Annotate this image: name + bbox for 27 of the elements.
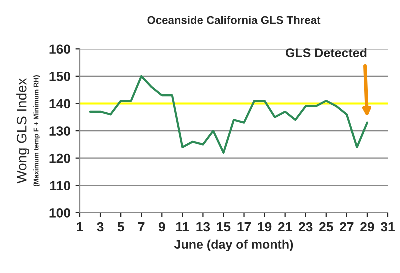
x-tick-label: 9: [158, 222, 166, 232]
x-tick-label: 19: [258, 222, 272, 232]
y-tick-label: 160: [50, 44, 70, 54]
x-tick-label: 11: [176, 222, 190, 232]
x-tick-label: 27: [340, 222, 354, 232]
x-tick-label: 1: [77, 222, 84, 232]
x-tick-label: 29: [360, 222, 374, 232]
x-axis-title: June (day of month): [174, 240, 294, 252]
x-tick-label: 15: [217, 222, 231, 232]
y-tick-label: 100: [50, 208, 70, 218]
x-tick-label: 31: [380, 222, 395, 232]
x-tick-label: 23: [298, 222, 313, 232]
x-tick-label: 3: [97, 222, 104, 232]
x-tick-label: 17: [238, 222, 252, 232]
x-tick-label: 13: [196, 222, 210, 232]
annotation: GLS Detected: [286, 48, 367, 58]
line-series: [89, 75, 369, 154]
y-tick-label: 120: [50, 154, 70, 164]
x-tick-label: 7: [138, 222, 145, 232]
x-tick-label: 21: [278, 222, 292, 232]
y-tick-label: 150: [50, 72, 70, 82]
chart-title: Oceanside California GLS Threat: [148, 16, 321, 24]
x-tick-label: 5: [118, 222, 124, 232]
y-tick-label: 110: [50, 181, 70, 191]
x-tick-label: 25: [320, 222, 334, 232]
y-tick-label: 140: [50, 99, 70, 109]
y-tick-label: 130: [50, 126, 70, 136]
